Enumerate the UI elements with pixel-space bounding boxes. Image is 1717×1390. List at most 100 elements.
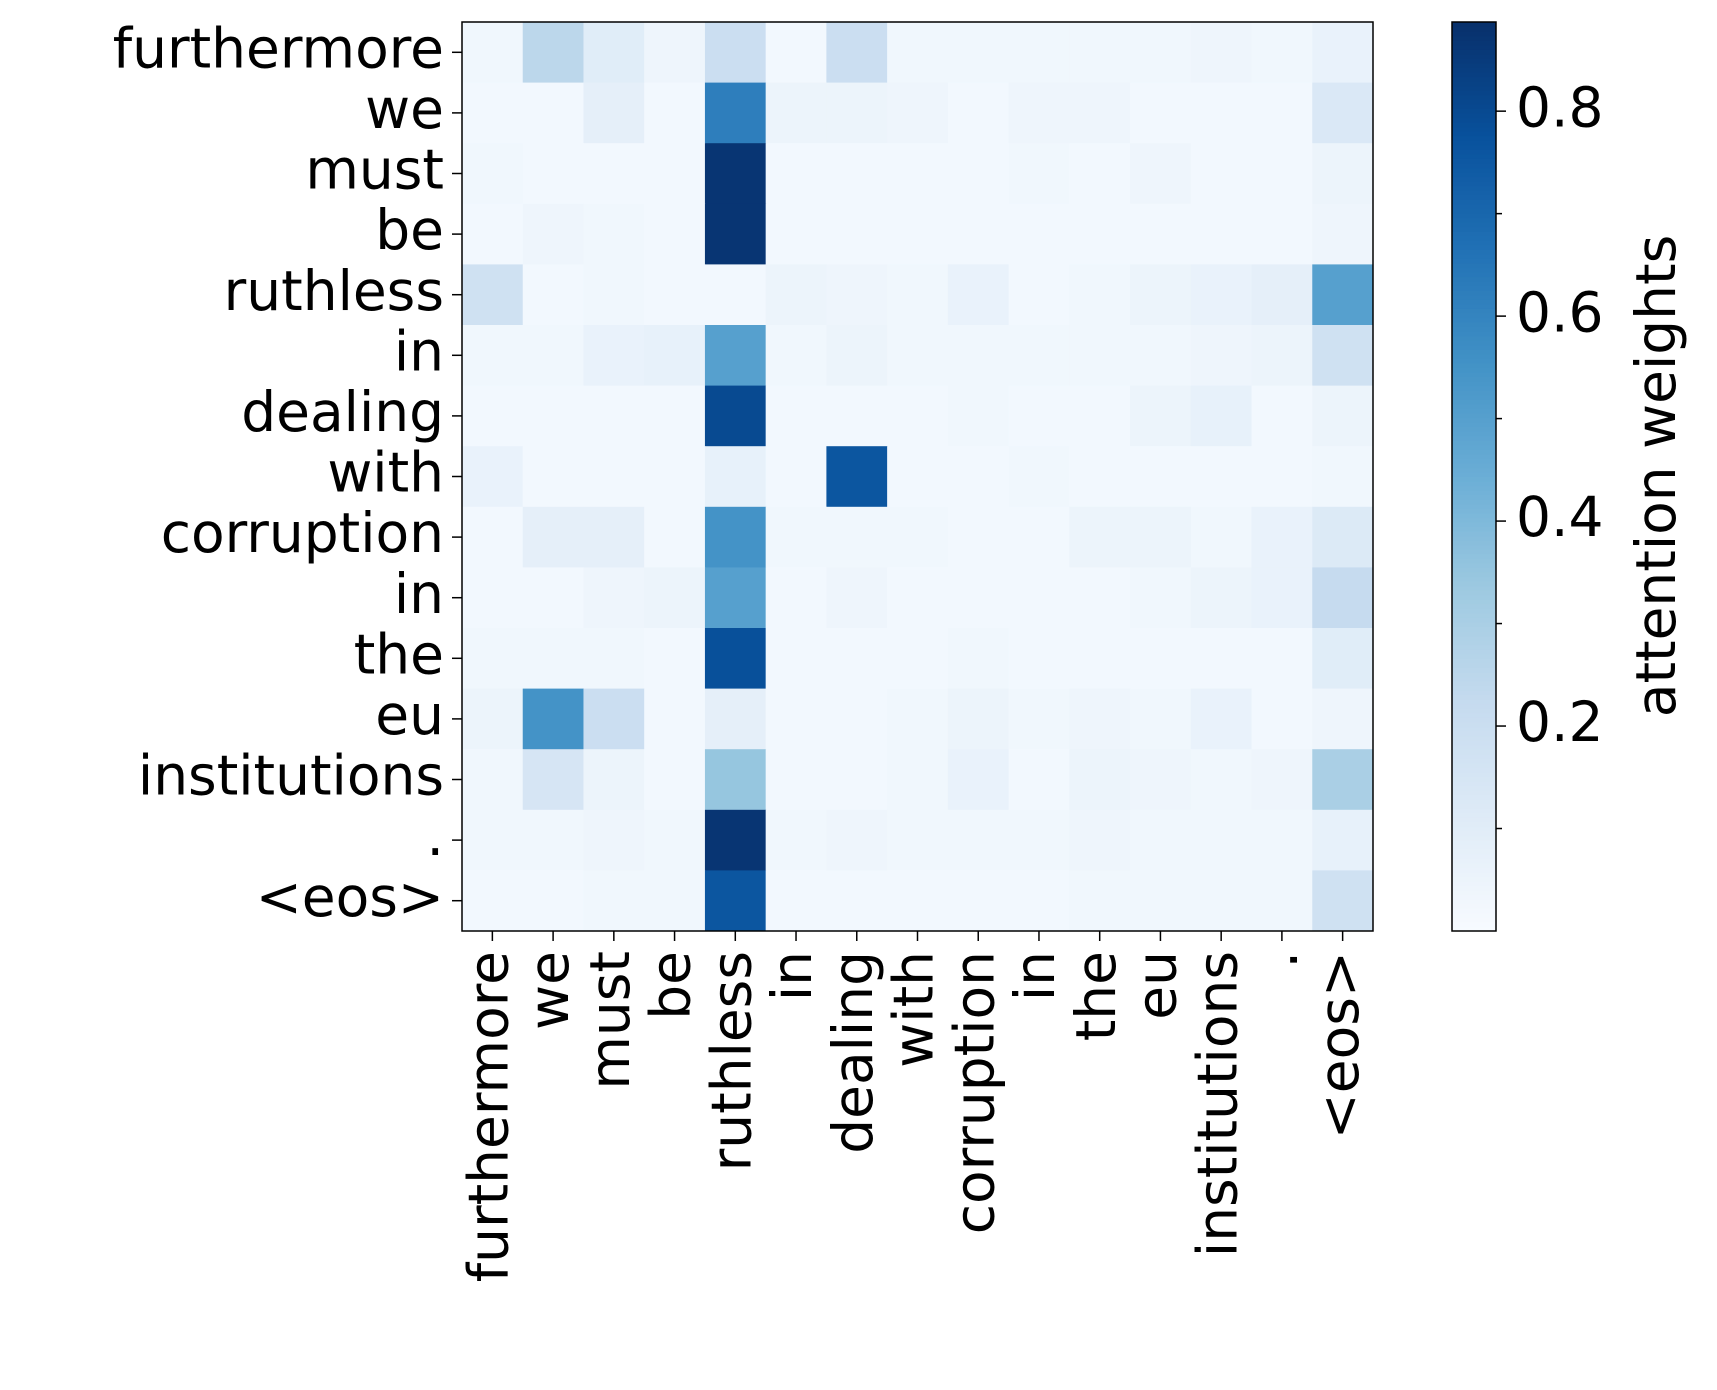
heatmap-cell <box>462 567 524 629</box>
colorbar-gradient <box>1452 481 1496 487</box>
heatmap-cell <box>1251 143 1313 205</box>
heatmap-cell <box>1312 385 1374 447</box>
colorbar-gradient <box>1452 40 1496 46</box>
colorbar-gradient <box>1452 726 1496 732</box>
heatmap-cell <box>1130 82 1192 144</box>
x-tick-label: institutions <box>1185 951 1249 1257</box>
heatmap-cell <box>1130 385 1192 447</box>
colorbar-gradient <box>1452 476 1496 482</box>
heatmap-cell <box>887 82 949 144</box>
heatmap-cell <box>462 143 524 205</box>
heatmap-cell <box>947 870 1010 932</box>
colorbar-gradient <box>1452 199 1496 205</box>
colorbar-gradient <box>1452 903 1496 909</box>
y-tick-label: eu <box>375 683 444 747</box>
colorbar-gradient <box>1452 508 1496 514</box>
heatmap-cell <box>1130 749 1192 811</box>
heatmap-cell <box>462 325 524 387</box>
heatmap-cell <box>704 203 767 265</box>
colorbar-gradient <box>1452 676 1496 682</box>
colorbar-gradient <box>1452 467 1496 473</box>
heatmap-cell <box>583 749 645 811</box>
colorbar-gradient <box>1452 767 1496 773</box>
x-tick-label: be <box>639 951 703 1020</box>
heatmap-cell <box>1069 749 1131 811</box>
colorbar-gradient <box>1452 317 1496 323</box>
colorbar-gradient <box>1452 308 1496 314</box>
colorbar-gradient <box>1452 490 1496 496</box>
heatmap-cell <box>826 264 888 326</box>
heatmap-cell <box>522 446 584 508</box>
colorbar-gradient <box>1452 799 1496 805</box>
colorbar-gradient <box>1452 540 1496 546</box>
colorbar-gradient <box>1452 362 1496 369</box>
heatmap-cell <box>1312 628 1374 690</box>
heatmap-cell <box>1069 385 1131 447</box>
heatmap-cell <box>704 143 767 205</box>
heatmap-cell <box>704 264 767 326</box>
colorbar-gradient <box>1452 681 1496 687</box>
heatmap-cell <box>826 82 888 144</box>
heatmap-cell <box>765 143 827 205</box>
colorbar-gradient <box>1452 431 1496 437</box>
colorbar-gradient <box>1452 708 1496 714</box>
heatmap-cell <box>462 506 524 568</box>
colorbar-gradient <box>1452 67 1496 73</box>
x-tick-label: corruption <box>942 951 1006 1234</box>
colorbar-gradient <box>1452 785 1496 791</box>
heatmap-cell <box>462 22 524 84</box>
heatmap-cell <box>1312 506 1374 568</box>
heatmap-cell <box>1312 264 1374 326</box>
heatmap-cell <box>1251 870 1313 932</box>
heatmap-cell <box>1069 446 1131 508</box>
colorbar-gradient <box>1452 826 1496 832</box>
heatmap-cell <box>887 203 949 265</box>
colorbar-gradient <box>1452 303 1496 309</box>
colorbar-gradient <box>1452 31 1496 37</box>
y-tick-label: furthermore <box>113 16 444 80</box>
heatmap-cell <box>1251 688 1313 750</box>
heatmap-cell <box>1069 809 1131 871</box>
colorbar-gradient <box>1452 731 1496 737</box>
colorbar-gradient <box>1452 590 1496 596</box>
heatmap-cell <box>826 143 888 205</box>
colorbar-gradient <box>1452 885 1496 891</box>
colorbar-gradient <box>1452 390 1496 396</box>
colorbar-gradient <box>1452 58 1496 64</box>
colorbar-gradient <box>1452 803 1496 809</box>
colorbar-gradient <box>1452 103 1496 109</box>
heatmap-cell <box>704 446 767 508</box>
colorbar-gradient <box>1452 908 1496 914</box>
heatmap-cell <box>947 567 1010 629</box>
heatmap-cell <box>644 22 706 84</box>
heatmap-cell <box>765 809 827 871</box>
colorbar-tick-label: 0.4 <box>1516 485 1603 549</box>
heatmap-cell <box>1190 82 1253 144</box>
colorbar-gradient <box>1452 440 1496 446</box>
y-tick-label: institutions <box>138 744 444 808</box>
heatmap-cell <box>887 385 949 447</box>
heatmap-cell <box>462 385 524 447</box>
colorbar-gradient <box>1452 253 1496 259</box>
colorbar-gradient <box>1452 667 1496 673</box>
colorbar-gradient <box>1452 685 1496 691</box>
colorbar-gradient <box>1452 167 1496 173</box>
colorbar-gradient <box>1452 421 1496 428</box>
colorbar-gradient <box>1452 335 1496 341</box>
heatmap-cell <box>826 446 888 508</box>
heatmap-cell <box>947 203 1010 265</box>
heatmap-cell <box>1130 870 1192 932</box>
heatmap-cell <box>1008 325 1070 387</box>
heatmap-cell <box>1251 385 1313 447</box>
colorbar-gradient <box>1452 571 1496 578</box>
colorbar-gradient <box>1452 49 1496 55</box>
heatmap-cell <box>1069 203 1131 265</box>
colorbar-gradient <box>1452 626 1496 632</box>
colorbar-gradient <box>1452 840 1496 846</box>
heatmap-cell <box>583 809 645 871</box>
colorbar-gradient <box>1452 271 1496 278</box>
heatmap-cell <box>644 749 706 811</box>
colorbar-gradient <box>1452 740 1496 746</box>
heatmap-cell <box>522 325 584 387</box>
heatmap-cell <box>583 82 645 144</box>
